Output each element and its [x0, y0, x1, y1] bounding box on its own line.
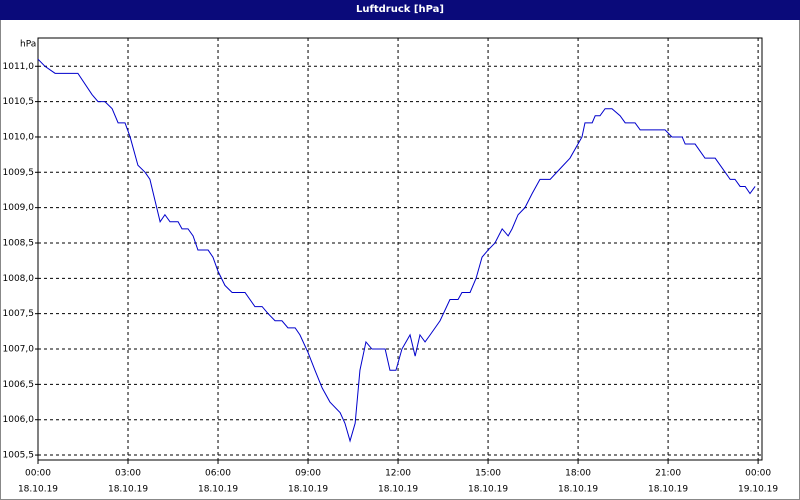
x-tick-label: 09:00 [295, 469, 321, 479]
x-tick-date: 18.10.19 [558, 485, 598, 495]
y-tick-label: 1009,0 [3, 203, 35, 213]
x-tick-label: 06:00 [205, 469, 231, 479]
x-tick-label: 15:00 [475, 469, 501, 479]
x-tick-date: 19.10.19 [738, 485, 778, 495]
x-tick-label: 12:00 [385, 469, 411, 479]
y-tick-label: 1007,5 [3, 309, 35, 319]
x-tick-date: 18.10.19 [18, 485, 58, 495]
plot-area [37, 37, 763, 461]
x-tick-date: 18.10.19 [468, 485, 508, 495]
x-tick-date: 18.10.19 [288, 485, 328, 495]
y-tick-label: 1006,5 [3, 380, 35, 390]
x-tick-date: 18.10.19 [198, 485, 238, 495]
x-tick-label: 00:00 [745, 469, 771, 479]
y-tick-label: 1011,0 [3, 62, 35, 72]
x-tick-label: 00:00 [25, 469, 51, 479]
x-tick-label: 18:00 [565, 469, 591, 479]
y-tick-label: 1008,5 [3, 238, 35, 248]
chart-title: Luftdruck [hPa] [0, 0, 800, 20]
x-tick-date: 18.10.19 [378, 485, 418, 495]
y-tick-label: 1009,5 [3, 168, 35, 178]
y-tick-label: 1008,0 [3, 274, 35, 284]
y-tick-label: 1005,5 [3, 451, 35, 461]
x-tick-date: 18.10.19 [648, 485, 688, 495]
y-tick-label: 1006,0 [3, 415, 35, 425]
y-tick-label: 1010,5 [3, 97, 35, 107]
y-tick-label: 1007,0 [3, 345, 35, 355]
pressure-line [37, 58, 756, 443]
x-tick-label: 03:00 [115, 469, 141, 479]
y-tick-label: 1010,0 [3, 132, 35, 142]
x-tick-label: 21:00 [655, 469, 681, 479]
x-tick-date: 18.10.19 [108, 485, 148, 495]
y-axis-unit: hPa [20, 40, 36, 50]
